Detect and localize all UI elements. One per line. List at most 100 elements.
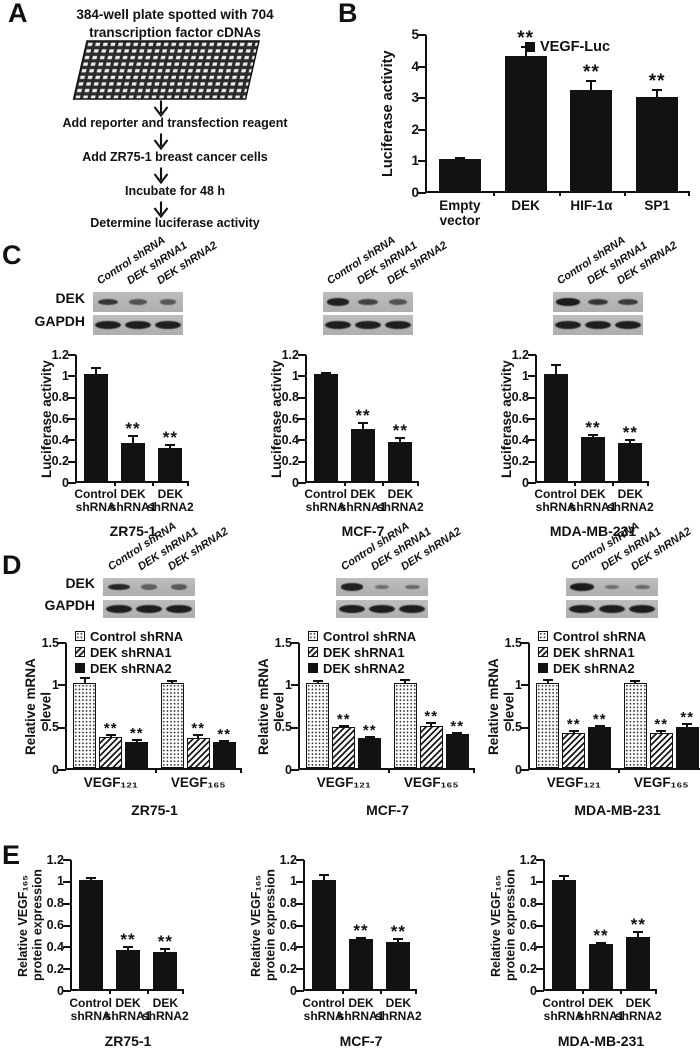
- error-bar-line: [592, 436, 594, 438]
- error-bar: [105, 734, 116, 737]
- down-arrow-icon: [153, 133, 169, 150]
- y-tick-label: 0: [530, 983, 537, 998]
- x-tick: [151, 481, 154, 486]
- y-tick: [58, 726, 66, 729]
- significance-stars: **: [392, 421, 408, 441]
- error-bar-line: [164, 949, 167, 952]
- y-tick: [528, 396, 536, 399]
- y-tick: [63, 990, 71, 992]
- significance-stars: **: [424, 708, 439, 726]
- x-tick: [611, 481, 614, 486]
- chart-title: ZR75-1: [104, 1033, 152, 1049]
- blot-band: [374, 584, 390, 590]
- y-tick: [536, 859, 544, 861]
- bar: [419, 725, 443, 768]
- legend-label: Control shRNA: [323, 628, 417, 644]
- bar: [158, 447, 183, 481]
- x-tick: [387, 768, 390, 773]
- x-tick: [154, 768, 157, 773]
- error-bar-line: [634, 681, 637, 684]
- y-tick-label: 1: [290, 874, 297, 889]
- chart-plot-c-zr75-1: 0 0.2 0.4 0.6 0.8 1 1.2 Control shRNA ** DEK shRN…: [52, 348, 194, 539]
- y-tick-label: 0: [62, 475, 69, 490]
- legend-swatch: [308, 663, 318, 673]
- bar: [536, 683, 560, 768]
- x-tick: [558, 191, 561, 196]
- bar: [212, 741, 236, 768]
- blot-band: [358, 298, 378, 306]
- error-bar: [400, 679, 411, 684]
- blot-row-label: GAPDH: [44, 597, 95, 613]
- error-bar: [588, 434, 598, 438]
- x-tick: [473, 768, 475, 773]
- y-tick: [418, 65, 426, 68]
- y-tick-label: 0: [57, 983, 64, 998]
- x-category-label: DEK shRNA2: [374, 996, 422, 1024]
- x-category-label: Empty vector: [439, 198, 481, 229]
- bar: [588, 726, 612, 768]
- legend-swatch: [308, 647, 318, 657]
- y-tick-label: 0.8: [279, 896, 297, 911]
- panel-label-a: A: [8, 0, 28, 28]
- blot-band: [140, 584, 158, 590]
- bar: [99, 736, 123, 768]
- y-tick-label: 1.5: [504, 635, 522, 650]
- legend-item: DEK shRNA2: [538, 660, 635, 676]
- legend-item: Control shRNA: [308, 628, 416, 644]
- error-bar: [586, 80, 597, 90]
- y-tick-label: 0.6: [279, 918, 297, 932]
- y-tick: [528, 460, 536, 463]
- x-category-label: Control shRNA: [69, 996, 112, 1024]
- y-tick: [536, 924, 544, 927]
- error-bar: [568, 729, 579, 734]
- error-bar-line: [171, 681, 174, 684]
- bar: [386, 942, 411, 989]
- error-bar: [395, 437, 406, 442]
- error-bar-line: [629, 441, 632, 443]
- y-tick: [58, 642, 66, 644]
- y-tick-label: 0.8: [519, 896, 537, 911]
- error-bar: [79, 677, 90, 684]
- y-tick: [58, 684, 66, 687]
- legend-swatch: [538, 631, 548, 641]
- y-tick-label: 5: [411, 26, 419, 42]
- y-tick-label: 1: [530, 874, 537, 889]
- error-bar-line: [554, 365, 557, 375]
- error-bar-line: [169, 445, 172, 448]
- y-tick-label: 2: [411, 121, 419, 137]
- y-tick: [536, 968, 544, 971]
- error-bar: [393, 937, 404, 943]
- y-tick-label: 0: [292, 475, 299, 490]
- y-tick-label: 1: [411, 153, 419, 169]
- group-label: VEGF₁₆₅: [403, 775, 459, 790]
- y-tick-label: 0.2: [51, 454, 69, 469]
- blot-band: [107, 583, 131, 591]
- y-tick: [296, 946, 304, 949]
- error-bar: [128, 435, 138, 443]
- legend-label: Control shRNA: [90, 628, 184, 644]
- significance-stars: **: [162, 427, 178, 447]
- blot-band: [615, 321, 641, 329]
- y-tick: [63, 968, 71, 971]
- y-tick: [536, 990, 544, 992]
- x-category-label: DEK shRNA1: [339, 487, 387, 515]
- y-tick-label: 0.6: [511, 411, 529, 426]
- y-tick: [298, 482, 306, 484]
- bar: [504, 56, 547, 191]
- legend-label: DEK shRNA1: [553, 644, 635, 660]
- x-category-label: DEK shRNA1: [577, 996, 625, 1024]
- blot-band: [629, 605, 655, 613]
- x-tick: [240, 768, 242, 773]
- gapdh-blot-strip: [323, 315, 413, 335]
- significance-stars: **: [191, 720, 206, 738]
- x-tick: [655, 989, 657, 994]
- y-tick-label: 0.5: [274, 720, 292, 735]
- group-label: VEGF₁₂₁: [83, 775, 138, 790]
- error-bar: [318, 874, 329, 880]
- y-tick-label: 0.6: [519, 918, 537, 932]
- blot-band: [326, 298, 350, 306]
- bar: [623, 683, 647, 768]
- group-label: VEGF₁₂₁: [546, 775, 601, 790]
- y-tick-label: 1.2: [519, 852, 537, 867]
